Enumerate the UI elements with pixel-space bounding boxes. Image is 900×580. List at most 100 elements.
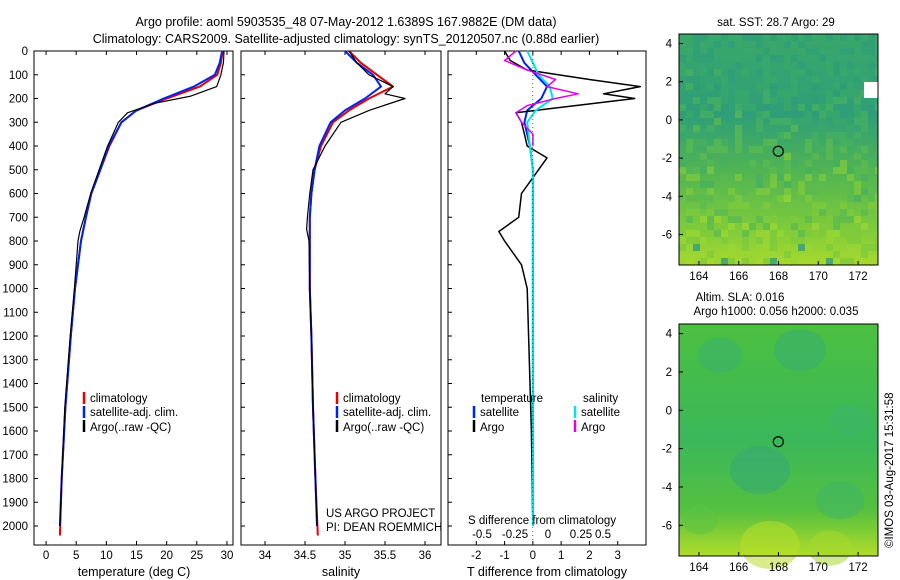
sst-pixel xyxy=(854,146,861,153)
sst-pixel xyxy=(854,111,861,118)
x-tick-label: 34 xyxy=(259,550,272,562)
sst-pixel xyxy=(721,97,728,104)
sst-pixel xyxy=(763,55,770,62)
sst-pixel xyxy=(826,237,833,244)
sst-pixel xyxy=(826,69,833,76)
sst-pixel xyxy=(861,174,868,181)
sst-pixel xyxy=(728,258,735,265)
salinity-x-axis: 34 34.5 35 35.5 36 xyxy=(259,51,431,562)
sst-pixel xyxy=(826,111,833,118)
depth-tick-label: 1600 xyxy=(2,426,28,438)
sst-pixel xyxy=(861,111,868,118)
sst-pixel xyxy=(875,97,878,104)
sst-pixel xyxy=(854,188,861,195)
sst-pixel xyxy=(763,202,770,209)
sst-pixel xyxy=(679,174,686,181)
salinity-xlabel: salinity xyxy=(322,565,361,579)
sla-map: Altim. SLA: 0.016 Argo h1000: 0.056 h200… xyxy=(662,292,879,574)
sst-pixel xyxy=(728,69,735,76)
sst-pixel xyxy=(854,132,861,139)
argo-float-marker xyxy=(772,436,784,448)
sst-pixel xyxy=(861,244,868,251)
sst-pixel xyxy=(686,55,693,62)
sst-pixel xyxy=(826,62,833,69)
sst-pixel xyxy=(707,181,714,188)
sst-pixel xyxy=(693,223,700,230)
sst-pixel xyxy=(833,167,840,174)
sst-pixel xyxy=(763,244,770,251)
sst-pixel xyxy=(700,237,707,244)
sst-pixel xyxy=(840,202,847,209)
sst-pixel xyxy=(686,83,693,90)
sst-pixel xyxy=(763,223,770,230)
legend-argo: Argo(..raw -QC) xyxy=(343,422,424,434)
sst-pixel xyxy=(742,153,749,160)
sst-pixel xyxy=(798,104,805,111)
sst-pixel xyxy=(777,146,784,153)
legend-t-argo: Argo xyxy=(480,422,504,434)
sst-pixel xyxy=(714,216,721,223)
sst-pixel xyxy=(700,216,707,223)
sst-pixel xyxy=(756,55,763,62)
sst-pixel xyxy=(777,90,784,97)
sst-pixel xyxy=(854,237,861,244)
sla-anomaly-blob xyxy=(816,480,864,520)
sst-pixel xyxy=(854,216,861,223)
sst-pixel xyxy=(777,181,784,188)
sst-pixel xyxy=(784,62,791,69)
sst-pixel xyxy=(707,216,714,223)
legend-climatology: climatology xyxy=(343,393,401,405)
sst-pixel xyxy=(693,244,700,251)
sst-pixel xyxy=(770,34,777,41)
sst-pixel xyxy=(700,34,707,41)
sst-pixel xyxy=(742,251,749,258)
difference-legend: temperature salinity satellite Argo sate… xyxy=(472,393,620,434)
sst-pixel xyxy=(770,167,777,174)
sst-pixel xyxy=(861,160,868,167)
sst-pixel xyxy=(763,230,770,237)
sst-pixel xyxy=(707,55,714,62)
sst-pixel xyxy=(686,237,693,244)
project-annotation: US ARGO PROJECT xyxy=(326,508,435,520)
x-tick-label: 35.5 xyxy=(374,550,396,562)
sst-pixel xyxy=(700,258,707,265)
sst-pixel xyxy=(728,251,735,258)
sst-pixel xyxy=(805,146,812,153)
x-tick-label: 1 xyxy=(558,550,564,562)
sla-map-subtitle: Argo h1000: 0.056 h2000: 0.035 xyxy=(694,306,859,318)
sst-pixel xyxy=(805,244,812,251)
sst-pixel xyxy=(770,97,777,104)
sst-pixel xyxy=(791,160,798,167)
sst-pixel xyxy=(742,230,749,237)
legend-salinity-title: salinity xyxy=(583,393,618,405)
sst-pixel xyxy=(840,34,847,41)
sst-pixel xyxy=(826,104,833,111)
sst-pixel xyxy=(819,230,826,237)
sst-pixel xyxy=(861,251,868,258)
legend-t-satellite: satellite xyxy=(480,407,519,419)
sst-pixel xyxy=(707,97,714,104)
sst-pixel xyxy=(812,97,819,104)
sst-pixel xyxy=(735,111,742,118)
sst-pixel xyxy=(770,258,777,265)
sst-pixel xyxy=(707,34,714,41)
sst-pixel xyxy=(721,153,728,160)
sst-pixel xyxy=(784,251,791,258)
sst-pixel xyxy=(756,41,763,48)
sst-pixel xyxy=(861,188,868,195)
map-x-tick-label: 168 xyxy=(769,562,788,574)
sst-pixel xyxy=(756,216,763,223)
sst-pixel xyxy=(875,209,878,216)
sst-pixel xyxy=(805,174,812,181)
sst-pixel xyxy=(728,202,735,209)
series-line-salinity-argo xyxy=(503,50,579,146)
sst-pixel xyxy=(875,132,878,139)
depth-tick-label: 500 xyxy=(9,165,28,177)
sst-pixel xyxy=(707,125,714,132)
sst-pixel xyxy=(819,125,826,132)
sst-pixel xyxy=(756,181,763,188)
sla-anomaly-blob xyxy=(808,530,852,566)
sst-pixel xyxy=(777,223,784,230)
map-x-tick-label: 164 xyxy=(689,271,709,283)
sst-pixel xyxy=(840,146,847,153)
